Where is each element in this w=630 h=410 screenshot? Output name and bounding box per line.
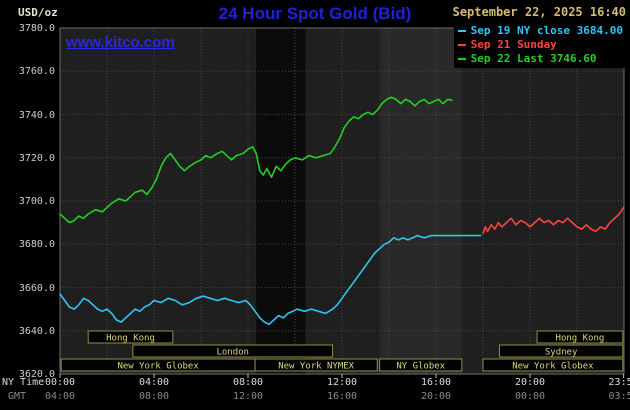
x-axis-label-ny: 12:00 [326,377,358,388]
price-line [59,234,482,326]
units-label: USD/oz [18,6,58,19]
x-axis-label-gmt: 00:00 [514,391,546,402]
x-axis-label-gmt: 08:00 [138,391,170,402]
session-label: Hong Kong [106,334,155,344]
kitco-link[interactable]: www.kitco.com [66,34,175,51]
session-label: London [216,348,249,358]
session-box [87,330,174,344]
x-axis-label-gmt: 16:00 [326,391,358,402]
legend-label: Sep 22 Last 3746.60 [470,52,597,65]
session-box [379,358,463,372]
legend-item: Sep 19 NY close 3684.00 [457,24,623,38]
session-label: New York Globex [512,362,594,372]
y-axis-label: 3720.0 [18,152,55,164]
session-box [254,358,378,372]
y-axis-label: 3680.0 [18,239,55,251]
x-axis-label-ny: 16:00 [420,377,452,388]
gmt-label: GMT [8,391,27,402]
session-label: New York NYMEX [278,362,354,372]
legend-label: Sep 21 Sunday [470,38,557,51]
session-box [498,344,624,358]
y-axis-label: 3760.0 [18,66,55,78]
datetime-label: September 22, 2025 16:40 [452,5,626,19]
x-axis-label-ny: 00:00 [44,377,76,388]
session-box [132,344,334,358]
chart-title: 24 Hour Spot Gold (Bid) [218,4,412,23]
x-axis-label-gmt: 20:00 [420,391,452,402]
ny-time-label: NY Time [2,377,45,388]
y-axis-label: 3640.0 [18,325,55,337]
legend-dash-icon [457,58,466,60]
x-axis-label-ny: 20:00 [514,377,546,388]
price-line [59,96,453,224]
session-label: Hong Kong [556,334,605,344]
session-box [482,358,624,372]
x-axis-label-ny: 23:59 [608,377,630,388]
x-axis-label-ny: 04:00 [138,377,170,388]
legend-label: Sep 19 NY close 3684.00 [470,24,623,37]
price-line [482,206,625,235]
y-axis-label: 3780.0 [18,23,55,34]
legend-dash-icon [457,30,466,32]
x-axis-label-ny: 08:00 [232,377,264,388]
y-axis-label: 3620.0 [18,369,55,380]
legend-item: Sep 21 Sunday [457,38,623,52]
legend: Sep 19 NY close 3684.00 Sep 21 Sunday Sep … [453,22,627,68]
y-axis-label: 3660.0 [18,282,55,294]
x-axis-label-gmt: 03:59 [608,391,630,402]
x-axis-label-gmt: 04:00 [44,391,76,402]
session-label: NY Globex [396,362,445,372]
session-label: Sydney [545,348,578,358]
session-box [536,330,624,344]
session-label: New York Globex [117,362,199,372]
y-axis-label: 3740.0 [18,109,55,121]
legend-dash-icon [457,44,466,46]
y-axis-label: 3700.0 [18,196,55,207]
x-axis-label-gmt: 12:00 [232,391,264,402]
legend-item: Sep 22 Last 3746.60 [457,52,623,66]
